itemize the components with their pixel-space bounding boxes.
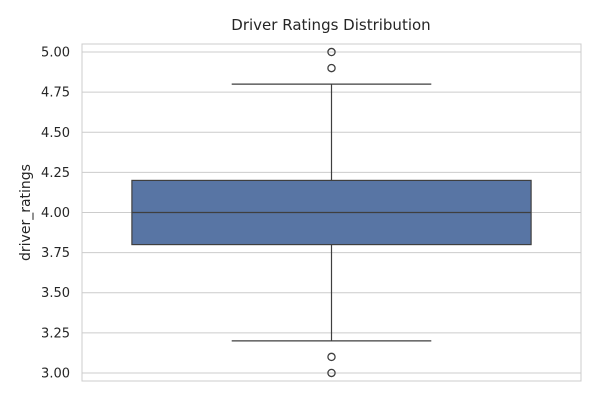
y-axis-label: driver_ratings [18,164,34,261]
y-tick-labels: 3.00 3.25 3.50 3.75 4.00 4.25 4.50 4.75 5.00 [41,46,70,382]
plot-frame [81,43,582,382]
y-tick-label: 5.00 [41,46,70,61]
y-tick-label: 3.75 [41,246,70,261]
chart-title: Driver Ratings Distribution [231,16,430,34]
outlier-point [327,368,336,378]
outlier-point [327,63,336,73]
y-tick-label: 3.25 [41,326,70,341]
box-plot [131,47,532,378]
outlier-point [327,47,336,57]
y-tick-label: 3.00 [41,366,70,381]
y-tick-label: 4.75 [41,86,70,101]
y-tick-label: 3.50 [41,286,70,301]
outlier-point [327,352,336,362]
y-tick-label: 4.50 [41,126,70,141]
y-tick-label: 4.00 [41,206,70,221]
y-tick-label: 4.25 [41,166,70,181]
